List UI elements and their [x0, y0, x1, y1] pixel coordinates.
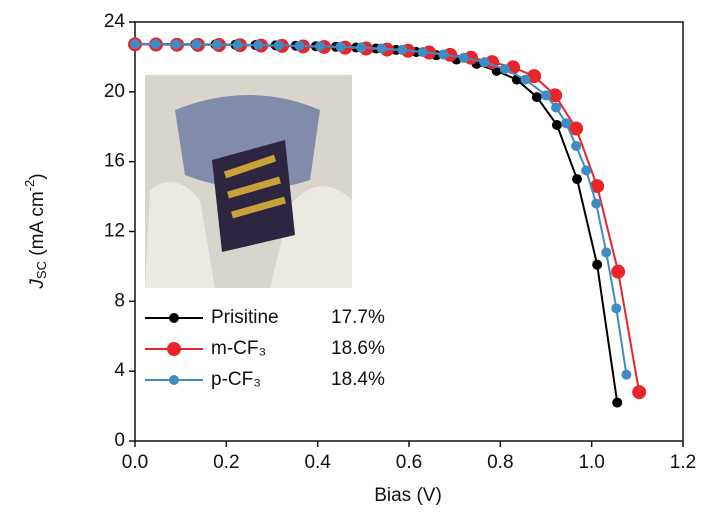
data-point [621, 369, 632, 380]
inset-photo [145, 75, 352, 288]
x-axis-label: Bias (V) [374, 485, 442, 506]
data-point [572, 174, 583, 185]
y-tick-label: 16 [104, 151, 125, 172]
legend-label: p-CF₃ [211, 369, 261, 390]
data-point [591, 198, 602, 209]
x-tick-label: 1.2 [670, 452, 696, 473]
data-point [611, 264, 626, 279]
y-label-part: -2 [22, 180, 37, 192]
x-tick-label: 0.4 [304, 452, 331, 473]
data-point [232, 39, 243, 50]
data-point [611, 303, 622, 314]
data-point [531, 92, 542, 103]
x-tick-label: 0.0 [122, 452, 148, 473]
data-point [592, 259, 603, 270]
y-label-part: ) [27, 173, 48, 179]
data-point [601, 247, 612, 258]
data-point [571, 140, 582, 151]
data-point [130, 38, 140, 49]
legend-marker [169, 375, 179, 385]
data-point [551, 102, 562, 113]
data-point [548, 88, 563, 103]
data-point [335, 41, 346, 52]
legend-label: m-CF₃ [211, 338, 266, 359]
legend-label: Prisitine [211, 307, 279, 328]
data-point [590, 179, 605, 194]
data-point [171, 39, 182, 50]
data-point [520, 74, 531, 85]
data-point [551, 120, 562, 131]
data-point [581, 165, 592, 176]
legend-efficiency: 18.4% [331, 369, 385, 390]
data-point [561, 118, 572, 129]
data-point [150, 39, 161, 50]
x-tick-label: 0.6 [396, 452, 422, 473]
data-point [612, 397, 623, 408]
data-point [479, 57, 490, 68]
x-tick-label: 1.0 [578, 452, 604, 473]
legend-efficiency: 18.6% [331, 338, 385, 359]
data-point [212, 39, 223, 50]
data-point [273, 40, 284, 51]
y-tick-label: 20 [104, 81, 125, 102]
data-point [499, 64, 510, 75]
y-label-part: SC [34, 261, 49, 279]
data-point [458, 52, 469, 63]
legend-marker [167, 342, 181, 356]
y-label-part: (mA cm [27, 191, 48, 261]
data-point [253, 40, 264, 51]
legend-marker [169, 313, 179, 323]
data-point [438, 49, 449, 60]
x-tick-label: 0.8 [487, 452, 513, 473]
data-point [356, 42, 367, 53]
data-point [527, 69, 542, 84]
y-tick-label: 4 [114, 360, 125, 381]
legend-efficiency: 17.7% [331, 307, 385, 328]
y-axis-label: JSC (mA cm-2) [22, 173, 49, 289]
data-point [314, 41, 325, 52]
data-point [397, 44, 408, 55]
plot-frame [134, 21, 684, 442]
data-point [541, 90, 551, 101]
data-point [569, 121, 584, 136]
y-tick-label: 0 [114, 430, 125, 451]
y-label-part: J [27, 279, 48, 290]
data-point [376, 43, 387, 54]
data-point [417, 47, 428, 58]
data-point [464, 50, 479, 65]
data-point [632, 385, 647, 400]
x-tick-label: 0.2 [213, 452, 239, 473]
data-point [191, 39, 202, 50]
y-tick-label: 24 [104, 11, 126, 32]
y-tick-label: 8 [114, 290, 125, 311]
y-tick-label: 12 [104, 221, 125, 242]
data-point [294, 40, 305, 51]
